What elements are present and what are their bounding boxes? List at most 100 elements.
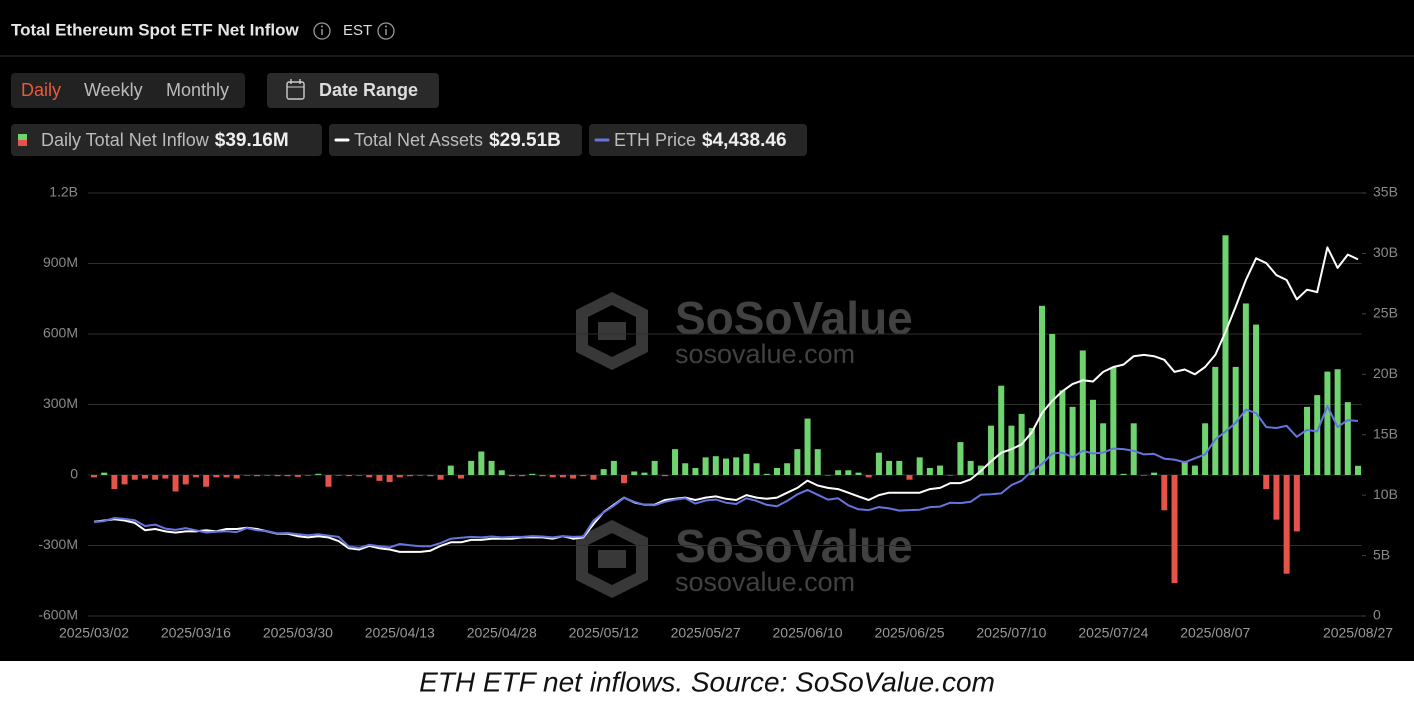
- watermark-brand: SoSoValue: [675, 292, 913, 344]
- tab[interactable]: Monthly: [166, 80, 229, 100]
- bar: [315, 473, 322, 475]
- timezone[interactable]: EST: [343, 22, 372, 39]
- bar: [1181, 460, 1188, 475]
- bar: [631, 471, 638, 475]
- watermark-url: sosovalue.com: [675, 339, 855, 369]
- bar: [1110, 366, 1117, 475]
- legend-item[interactable]: [329, 124, 582, 156]
- bar: [672, 449, 679, 475]
- y2-tick-label: 30B: [1373, 244, 1398, 260]
- bar: [91, 475, 97, 478]
- bar: [824, 475, 831, 476]
- bar: [733, 457, 740, 475]
- background: [0, 0, 1414, 661]
- legend: Daily Total Net Inflow $39.16M Total Net A…: [11, 124, 807, 156]
- x-tick-label: 2025/06/25: [874, 625, 944, 641]
- bar: [580, 475, 587, 477]
- bar: [835, 470, 842, 475]
- x-tick-label: 2025/05/12: [569, 625, 639, 641]
- x-tick-label: 2025/04/28: [467, 625, 537, 641]
- bar: [1049, 334, 1056, 475]
- y-tick-label: 900M: [43, 254, 78, 270]
- date-range-label[interactable]: Date Range: [319, 80, 418, 100]
- bar: [101, 472, 108, 475]
- bar: [233, 475, 240, 479]
- line: [93, 405, 1359, 549]
- tab[interactable]: Daily: [21, 80, 61, 100]
- bar: [916, 457, 923, 475]
- bar: [621, 475, 628, 484]
- bar: [875, 452, 882, 475]
- bar: [1355, 465, 1361, 475]
- bar: [1100, 423, 1107, 475]
- x-tick-label: 2025/08/27: [1323, 625, 1393, 641]
- bar: [1079, 350, 1086, 475]
- bar: [407, 475, 413, 477]
- watermark: SoSoValue sosovalue.com SoSoValue sosova…: [576, 292, 913, 598]
- x-tick-label: 2025/07/24: [1078, 625, 1148, 641]
- bar: [794, 449, 801, 475]
- bar: [855, 472, 862, 475]
- legend-item[interactable]: [11, 124, 322, 156]
- y-tick-label: 0: [70, 466, 78, 482]
- bar: [1130, 423, 1137, 475]
- bar: [1059, 390, 1066, 475]
- x-tick-label: 2025/03/02: [59, 625, 129, 641]
- bar: [1089, 399, 1096, 475]
- legend-item[interactable]: [589, 124, 807, 156]
- bar: [376, 475, 383, 481]
- bar: [284, 475, 291, 477]
- bar: [121, 475, 128, 485]
- bar: [957, 442, 964, 475]
- watermark-brand: SoSoValue: [675, 520, 913, 572]
- bar: [845, 470, 852, 475]
- bar: [906, 475, 913, 480]
- bar: [1191, 465, 1198, 475]
- legend-swatch: [18, 134, 27, 140]
- bar: [356, 475, 363, 476]
- bar: [162, 475, 169, 479]
- bar: [192, 475, 199, 478]
- bar: [784, 463, 791, 475]
- bar: [366, 475, 373, 478]
- legend-value: $4,438.46: [702, 130, 787, 151]
- bar: [1304, 406, 1311, 475]
- bar: [325, 475, 332, 487]
- bar: [437, 475, 444, 480]
- tab[interactable]: Weekly: [84, 80, 143, 100]
- bar: [478, 451, 485, 475]
- bar: [896, 460, 903, 475]
- calendar-icon: [286, 79, 305, 100]
- x-tick-label: 2025/03/30: [263, 625, 333, 641]
- bar: [223, 475, 230, 478]
- bar: [1069, 406, 1076, 475]
- date-range-button[interactable]: [267, 73, 439, 108]
- legend-label: Total Net Assets: [354, 130, 483, 150]
- bar: [427, 475, 434, 477]
- bar: [141, 475, 148, 479]
- bar: [508, 475, 515, 477]
- y2-tick-label: 20B: [1373, 365, 1398, 381]
- bar: [447, 465, 454, 475]
- bar: [814, 449, 821, 475]
- legend-value: $29.51B: [489, 130, 561, 151]
- bar: [243, 475, 250, 476]
- y2-tick-label: 0: [1373, 607, 1381, 623]
- bar: [1140, 475, 1147, 476]
- info-icon[interactable]: [377, 22, 395, 40]
- bar: [743, 453, 750, 475]
- info-icon[interactable]: [313, 22, 331, 40]
- bar: [1334, 369, 1341, 475]
- bar: [488, 460, 495, 475]
- bar: [498, 470, 505, 475]
- y-tick-label: 300M: [43, 395, 78, 411]
- bar: [1263, 475, 1270, 490]
- legend-label: ETH Price: [614, 130, 696, 150]
- bar: [947, 475, 954, 476]
- bar: [937, 465, 944, 475]
- watermark-url: sosovalue.com: [675, 567, 855, 597]
- bar: [549, 475, 556, 478]
- bar: [1344, 402, 1351, 475]
